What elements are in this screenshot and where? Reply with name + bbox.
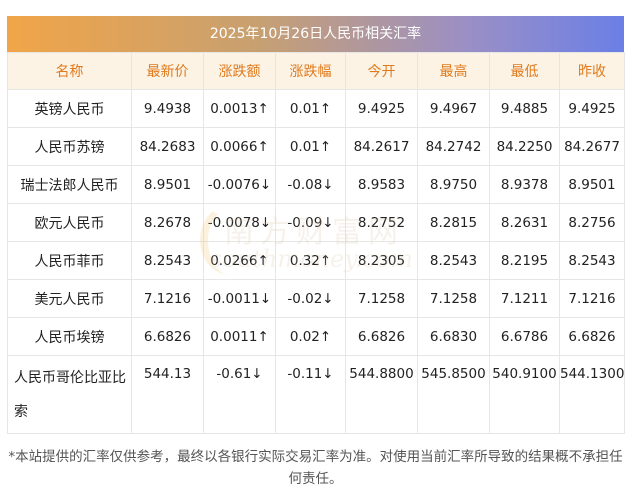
latest-price: 7.1216 bbox=[131, 279, 204, 318]
open-price: 8.9583 bbox=[345, 165, 418, 204]
high-price: 6.6830 bbox=[417, 317, 490, 356]
column-header-low: 最低 bbox=[489, 52, 560, 90]
column-header-change-pct: 涨跌幅 bbox=[275, 52, 346, 90]
table-row[interactable]: 瑞士法郎人民币 8.9501 -0.0076↓ -0.08↓ 8.9583 8.… bbox=[7, 165, 625, 204]
prev-close-price: 84.2677 bbox=[559, 127, 625, 166]
low-price: 84.2250 bbox=[489, 127, 560, 166]
change-amount: -0.0076↓ bbox=[203, 165, 276, 204]
column-header-latest: 最新价 bbox=[131, 52, 204, 90]
open-price: 8.2752 bbox=[345, 203, 418, 242]
change-amount: 0.0013↑ bbox=[203, 89, 276, 128]
low-price: 7.1211 bbox=[489, 279, 560, 318]
open-price: 6.6826 bbox=[345, 317, 418, 356]
table-row[interactable]: 英镑人民币 9.4938 0.0013↑ 0.01↑ 9.4925 9.4967… bbox=[7, 89, 625, 128]
high-price: 9.4967 bbox=[417, 89, 490, 128]
prev-close-price: 544.1300 bbox=[559, 355, 625, 434]
table-header-row: 名称 最新价 涨跌额 涨跌幅 今开 最高 最低 昨收 bbox=[7, 52, 625, 90]
column-header-change: 涨跌额 bbox=[203, 52, 276, 90]
change-amount: 0.0011↑ bbox=[203, 317, 276, 356]
change-percent: -0.08↓ bbox=[275, 165, 346, 204]
open-price: 8.2305 bbox=[345, 241, 418, 280]
change-percent: 0.02↑ bbox=[275, 317, 346, 356]
currency-name[interactable]: 瑞士法郎人民币 bbox=[7, 165, 132, 204]
table-row[interactable]: 人民币苏镑 84.2683 0.0066↑ 0.01↑ 84.2617 84.2… bbox=[7, 127, 625, 166]
low-price: 8.2631 bbox=[489, 203, 560, 242]
latest-price: 6.6826 bbox=[131, 317, 204, 356]
column-header-name: 名称 bbox=[7, 52, 132, 90]
change-percent: -0.11↓ bbox=[275, 355, 346, 434]
prev-close-price: 8.2543 bbox=[559, 241, 625, 280]
table-row[interactable]: 美元人民币 7.1216 -0.0011↓ -0.02↓ 7.1258 7.12… bbox=[7, 279, 625, 318]
prev-close-price: 8.9501 bbox=[559, 165, 625, 204]
high-price: 8.2543 bbox=[417, 241, 490, 280]
disclaimer-text: *本站提供的汇率仅供参考，最终以各银行实际交易汇率为准。对使用当前汇率所导致的结… bbox=[8, 449, 623, 487]
change-amount: -0.0011↓ bbox=[203, 279, 276, 318]
table-row[interactable]: 人民币菲币 8.2543 0.0266↑ 0.32↑ 8.2305 8.2543… bbox=[7, 241, 625, 280]
latest-price: 9.4938 bbox=[131, 89, 204, 128]
low-price: 540.9100 bbox=[489, 355, 560, 434]
table-row[interactable]: 人民币哥伦比亚比索 544.13 -0.61↓ -0.11↓ 544.8800 … bbox=[7, 355, 625, 434]
table-row[interactable]: 人民币埃镑 6.6826 0.0011↑ 0.02↑ 6.6826 6.6830… bbox=[7, 317, 625, 356]
table-row[interactable]: 欧元人民币 8.2678 -0.0078↓ -0.09↓ 8.2752 8.28… bbox=[7, 203, 625, 242]
prev-close-price: 7.1216 bbox=[559, 279, 625, 318]
exchange-rate-table: 名称 最新价 涨跌额 涨跌幅 今开 最高 最低 昨收 英镑人民币 9.4938 … bbox=[7, 52, 625, 434]
change-amount: 0.0266↑ bbox=[203, 241, 276, 280]
change-percent: 0.32↑ bbox=[275, 241, 346, 280]
low-price: 8.9378 bbox=[489, 165, 560, 204]
high-price: 545.8500 bbox=[417, 355, 490, 434]
currency-name[interactable]: 英镑人民币 bbox=[7, 89, 132, 128]
prev-close-price: 9.4925 bbox=[559, 89, 625, 128]
open-price: 544.8800 bbox=[345, 355, 418, 434]
page-title: 2025年10月26日人民币相关汇率 bbox=[7, 16, 624, 52]
column-header-prev-close: 昨收 bbox=[559, 52, 625, 90]
low-price: 6.6786 bbox=[489, 317, 560, 356]
prev-close-price: 6.6826 bbox=[559, 317, 625, 356]
currency-name[interactable]: 人民币苏镑 bbox=[7, 127, 132, 166]
prev-close-price: 8.2756 bbox=[559, 203, 625, 242]
open-price: 9.4925 bbox=[345, 89, 418, 128]
high-price: 8.9750 bbox=[417, 165, 490, 204]
currency-name[interactable]: 欧元人民币 bbox=[7, 203, 132, 242]
open-price: 7.1258 bbox=[345, 279, 418, 318]
change-percent: 0.01↑ bbox=[275, 127, 346, 166]
low-price: 8.2195 bbox=[489, 241, 560, 280]
column-header-high: 最高 bbox=[417, 52, 490, 90]
latest-price: 84.2683 bbox=[131, 127, 204, 166]
low-price: 9.4885 bbox=[489, 89, 560, 128]
change-amount: -0.0078↓ bbox=[203, 203, 276, 242]
latest-price: 544.13 bbox=[131, 355, 204, 434]
change-percent: -0.09↓ bbox=[275, 203, 346, 242]
change-amount: 0.0066↑ bbox=[203, 127, 276, 166]
change-percent: 0.01↑ bbox=[275, 89, 346, 128]
high-price: 84.2742 bbox=[417, 127, 490, 166]
high-price: 8.2815 bbox=[417, 203, 490, 242]
currency-name[interactable]: 人民币埃镑 bbox=[7, 317, 132, 356]
high-price: 7.1258 bbox=[417, 279, 490, 318]
currency-name[interactable]: 人民币哥伦比亚比索 bbox=[7, 355, 132, 434]
column-header-open: 今开 bbox=[345, 52, 418, 90]
change-amount: -0.61↓ bbox=[203, 355, 276, 434]
latest-price: 8.9501 bbox=[131, 165, 204, 204]
latest-price: 8.2543 bbox=[131, 241, 204, 280]
latest-price: 8.2678 bbox=[131, 203, 204, 242]
change-percent: -0.02↓ bbox=[275, 279, 346, 318]
open-price: 84.2617 bbox=[345, 127, 418, 166]
currency-name[interactable]: 美元人民币 bbox=[7, 279, 132, 318]
currency-name[interactable]: 人民币菲币 bbox=[7, 241, 132, 280]
